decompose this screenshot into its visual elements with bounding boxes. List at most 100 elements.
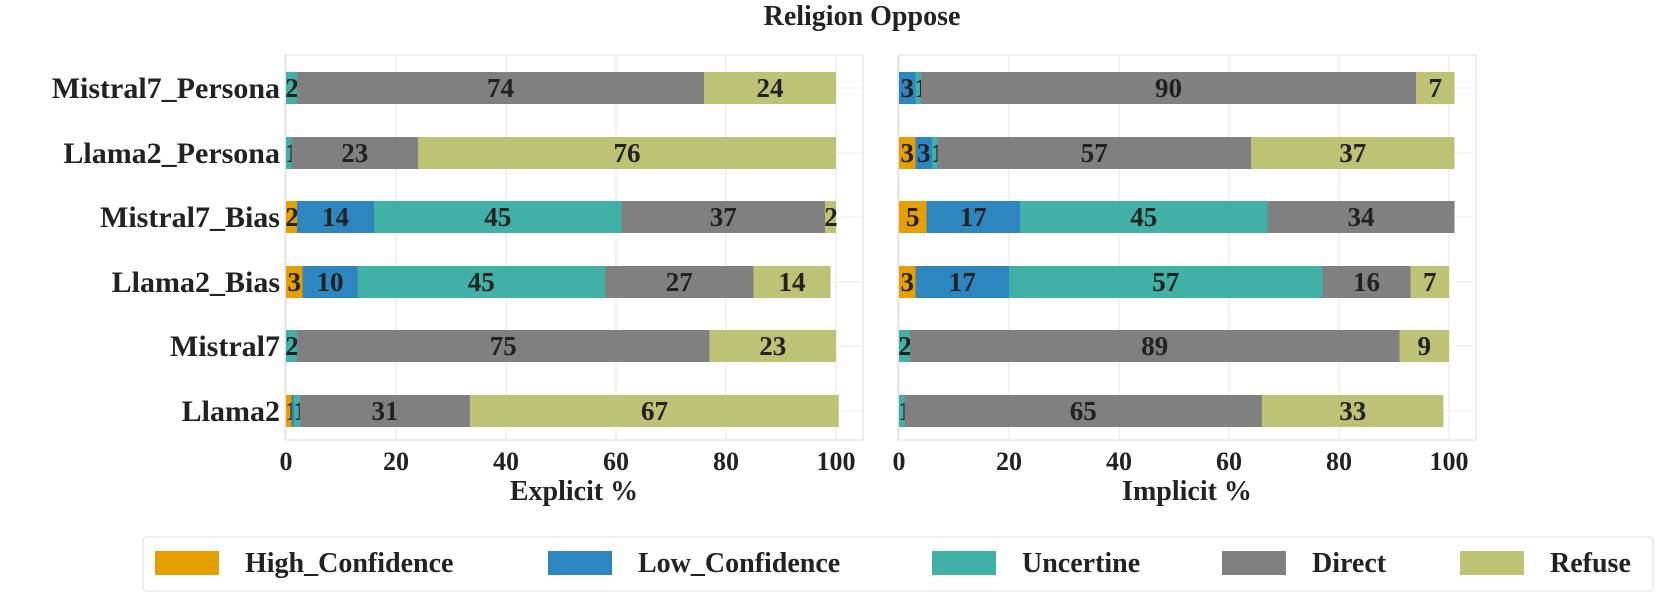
bar-segment	[374, 201, 622, 233]
data-label: 37	[1339, 138, 1366, 168]
data-label: 45	[484, 202, 511, 232]
bar-segment	[286, 137, 292, 169]
category-label: Llama2	[182, 395, 280, 428]
x-tick-label: 60	[1216, 447, 1242, 476]
data-label: 76	[614, 138, 641, 168]
data-label: 34	[1348, 202, 1375, 232]
data-label: 7	[1429, 73, 1443, 103]
bar-segment	[286, 72, 297, 104]
legend-entry: Refuse	[1460, 548, 1631, 579]
bar-segment	[605, 266, 754, 298]
bar-segment	[297, 201, 374, 233]
bar-segment	[286, 266, 303, 298]
legend-label: Uncertine	[1022, 548, 1140, 579]
bar-segment	[1322, 266, 1411, 298]
legend-swatch	[1460, 551, 1524, 575]
data-label: 2	[285, 331, 299, 361]
data-label: 7	[1423, 267, 1437, 297]
bar-segment	[294, 395, 300, 427]
data-label: 3	[901, 73, 915, 103]
data-label: 65	[1070, 396, 1097, 426]
bar-segment	[297, 330, 710, 362]
data-label: 57	[1081, 138, 1108, 168]
legend-entry: High_Confidence	[155, 548, 453, 579]
legend-swatch	[155, 551, 219, 575]
bar-segment	[1262, 395, 1444, 427]
legend-swatch	[1222, 551, 1286, 575]
data-label: 14	[779, 267, 806, 297]
bar-segment	[1020, 201, 1268, 233]
bar-segment	[899, 137, 916, 169]
data-label: 75	[490, 331, 517, 361]
bar-segment	[1009, 266, 1323, 298]
data-label: 23	[341, 138, 368, 168]
bar-segment	[1410, 266, 1449, 298]
data-label: 17	[949, 267, 976, 297]
data-label: 74	[487, 73, 514, 103]
bar-segment	[621, 201, 825, 233]
x-tick-label: 100	[817, 447, 856, 476]
category-labels: Mistral7_Persona Llama2_Persona Mistral7_B…	[52, 72, 280, 428]
data-label: 9	[1418, 331, 1432, 361]
legend-label: High_Confidence	[245, 548, 453, 579]
bar-segment	[302, 266, 358, 298]
data-label: 16	[1353, 267, 1380, 297]
bar-segment	[704, 72, 836, 104]
data-label: 90	[1155, 73, 1182, 103]
bar-segment	[926, 201, 1020, 233]
x-axis-label: Explicit %	[510, 476, 638, 507]
axes-frame	[284, 54, 864, 441]
x-tick-label: 40	[1106, 447, 1132, 476]
bar-segment	[910, 330, 1400, 362]
category-label: Mistral7_Persona	[52, 72, 280, 105]
category-label: Mistral7_Bias	[100, 201, 280, 234]
x-axis-label: Implicit %	[1122, 476, 1252, 507]
panels: 0204060801002742412376214453723104527142…	[280, 54, 1477, 507]
data-label: 14	[322, 202, 349, 232]
data-label: 24	[757, 73, 784, 103]
axes-frame	[897, 54, 1477, 441]
bar-segment	[899, 266, 916, 298]
legend-label: Low_Confidence	[638, 548, 840, 579]
x-tick-label: 20	[996, 447, 1022, 476]
legend-swatch	[548, 551, 612, 575]
bar-segment	[291, 395, 295, 427]
x-tick-label: 0	[893, 447, 906, 476]
data-label: 3	[288, 267, 302, 297]
panel-explicit: 0204060801002742412376214453723104527142…	[280, 54, 864, 507]
bar-segment	[932, 137, 938, 169]
x-tick-label: 0	[280, 447, 293, 476]
bar-segment	[297, 72, 704, 104]
data-label: 23	[759, 331, 786, 361]
legend: High_Confidence Low_Confidence Uncertine Di…	[142, 536, 1654, 592]
bar-segment	[899, 72, 916, 104]
bar-segment	[1251, 137, 1455, 169]
bar-segment	[904, 395, 1262, 427]
panel-implicit: 0204060801003190733157375174534317571672…	[893, 54, 1477, 507]
legend-entry: Low_Confidence	[548, 548, 840, 579]
data-label: 89	[1141, 331, 1168, 361]
chart-title: Religion Oppose	[764, 1, 961, 32]
bar-segment	[1416, 72, 1455, 104]
legend-entry: Uncertine	[932, 548, 1140, 579]
bar-segment	[357, 266, 605, 298]
bar-segment	[915, 266, 1009, 298]
data-label: 3	[917, 138, 931, 168]
category-label: Llama2_Persona	[63, 137, 280, 170]
data-label: 10	[317, 267, 344, 297]
data-label: 3	[901, 267, 915, 297]
x-tick-label: 100	[1430, 447, 1469, 476]
data-label: 2	[824, 202, 838, 232]
bar-segment	[286, 201, 297, 233]
bar-segment	[470, 395, 839, 427]
data-label: 33	[1339, 396, 1366, 426]
data-label: 31	[372, 396, 399, 426]
bar-segment	[899, 330, 910, 362]
bar-segment	[286, 395, 292, 427]
bar-segment	[1399, 330, 1449, 362]
data-label: 45	[468, 267, 495, 297]
bar-segment	[825, 201, 836, 233]
data-label: 2	[285, 73, 299, 103]
legend-frame	[142, 536, 1654, 592]
